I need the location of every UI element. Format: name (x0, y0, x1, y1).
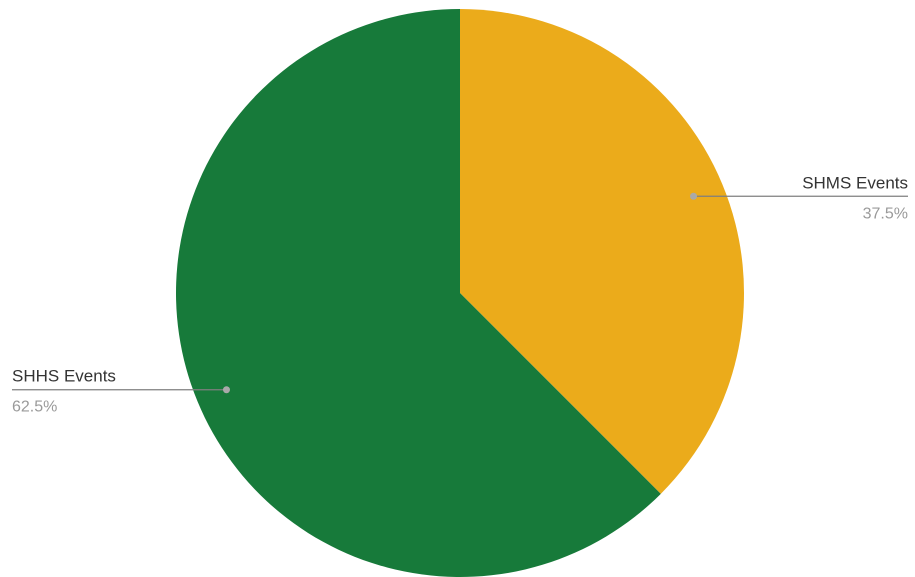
slice-percent-shms-events: 37.5% (863, 205, 908, 222)
pie-slice-shhs-events (175, 9, 661, 577)
slice-label-shhs-events: SHHS Events (12, 367, 116, 386)
pie-slice-shms-events (460, 9, 744, 494)
slice-label-shms-events: SHMS Events (802, 173, 908, 192)
callout-dot-shms-events (690, 192, 698, 200)
callout-dot-shhs-events (222, 386, 230, 394)
slice-percent-shhs-events: 62.5% (12, 399, 57, 416)
